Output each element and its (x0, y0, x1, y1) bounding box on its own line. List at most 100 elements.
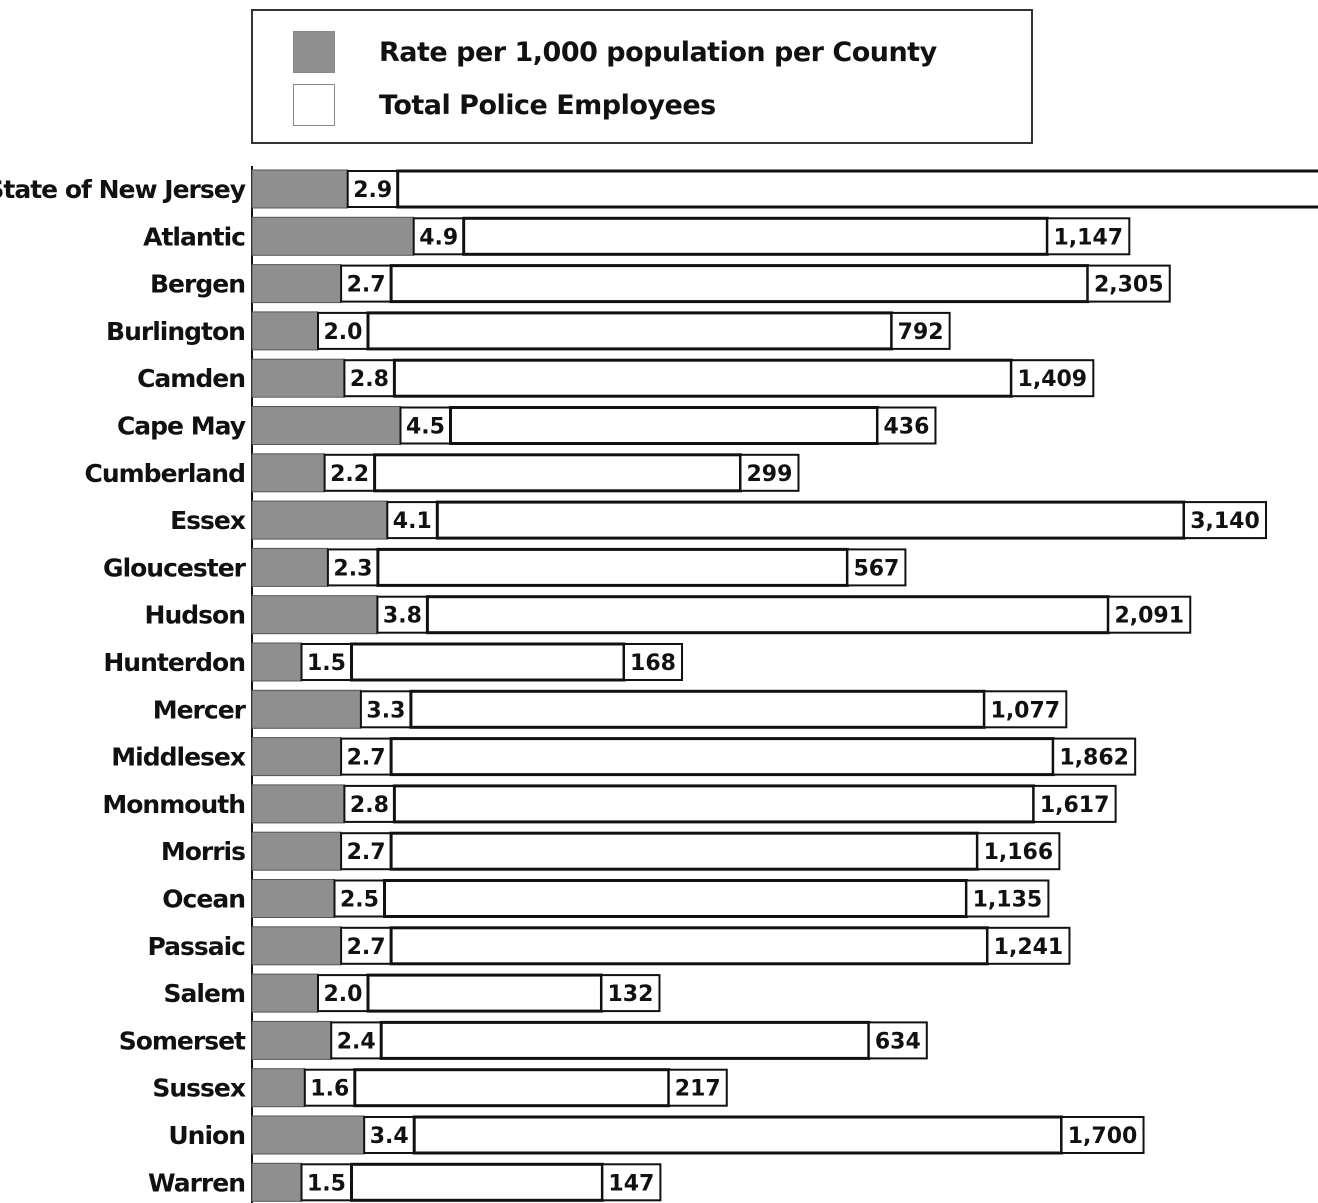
rate-label-box (330, 1021, 383, 1060)
category-label: Middlesex (111, 743, 246, 772)
rate-value-label: 3.4 (370, 1124, 409, 1149)
total-label-box (601, 1163, 662, 1202)
total-label-box (867, 1021, 928, 1060)
total-label-box (1183, 501, 1268, 540)
rate-label-box (333, 879, 386, 918)
total-label-box (890, 311, 951, 350)
rate-value-label: 1.5 (307, 1171, 346, 1196)
rate-value-label: 2.3 (333, 556, 372, 581)
category-label: Bergen (150, 270, 245, 299)
category-label: Atlantic (143, 222, 245, 251)
legend-label-rate: Rate per 1,000 population per County (379, 37, 937, 68)
total-bar (425, 595, 1110, 635)
total-value-label: 299 (747, 462, 793, 487)
category-label: Cape May (117, 412, 246, 441)
total-value-label: 1,241 (994, 935, 1064, 960)
total-value-label: 1,617 (1040, 793, 1110, 818)
total-label-box (1032, 784, 1117, 823)
rate-value-label: 2.7 (347, 746, 386, 771)
total-label-box (976, 832, 1061, 871)
total-bar (366, 311, 894, 351)
total-value-label: 1,135 (973, 888, 1043, 913)
category-label: Union (168, 1121, 245, 1150)
total-label-box (1052, 737, 1137, 776)
rate-value-label: 2.4 (337, 1029, 376, 1054)
total-bar (462, 216, 1049, 256)
rate-value-label: 3.8 (383, 604, 422, 629)
rate-value-label: 2.7 (347, 935, 386, 960)
rate-bar (251, 642, 302, 682)
total-value-label: 1,700 (1068, 1124, 1138, 1149)
rate-bar (251, 973, 319, 1013)
total-bar (409, 689, 986, 729)
total-value-label: 168 (630, 651, 676, 676)
category-label: Somerset (119, 1026, 246, 1055)
category-label: Essex (170, 506, 246, 535)
total-label-box (1086, 264, 1171, 303)
rate-bar (251, 547, 329, 587)
total-bar (449, 406, 879, 445)
total-value-label: 634 (875, 1029, 921, 1054)
rate-bar (251, 831, 342, 871)
rate-bar (251, 264, 342, 304)
total-value-label: 436 (883, 415, 929, 440)
rate-label-box (343, 359, 396, 398)
category-label: Hudson (145, 601, 245, 630)
category-label: Camden (137, 364, 245, 393)
rate-bar (251, 358, 345, 398)
rate-value-label: 3.3 (366, 698, 405, 723)
rate-label-box (412, 217, 465, 256)
rate-label-box (300, 643, 353, 681)
rate-label-box (346, 170, 399, 208)
legend-swatch-total (293, 84, 335, 126)
legend-item-total: Total Police Employees (293, 84, 993, 128)
rate-bar (251, 453, 326, 493)
category-label: Sussex (152, 1074, 246, 1103)
category-label: Monmouth (102, 790, 245, 819)
total-value-label: 1,862 (1059, 746, 1129, 771)
total-label-box (739, 453, 800, 492)
category-label: State of New Jersey (0, 175, 246, 204)
rate-value-label: 4.1 (393, 509, 432, 534)
rate-value-label: 1.6 (310, 1077, 349, 1102)
total-value-label: 792 (898, 320, 944, 345)
total-bar (392, 358, 1013, 398)
total-label-box (846, 548, 907, 587)
total-value-label: 1,409 (1018, 367, 1088, 392)
total-value-label: 2,091 (1114, 604, 1184, 629)
rate-value-label: 2.9 (353, 178, 392, 203)
rate-value-label: 1.5 (307, 651, 346, 676)
category-label: Mercer (153, 695, 247, 724)
category-label: Warren (148, 1168, 245, 1197)
rate-label-box (300, 1163, 353, 1202)
rate-label-box (376, 595, 429, 634)
total-bar (373, 453, 742, 493)
total-label-box (623, 643, 684, 681)
rate-value-label: 2.8 (350, 367, 389, 392)
rate-label-box (386, 501, 439, 540)
rate-value-label: 4.9 (419, 225, 458, 250)
legend-label-total: Total Police Employees (379, 90, 716, 121)
total-bar (376, 547, 849, 587)
rate-bar (251, 1162, 302, 1202)
rate-label-box (340, 926, 393, 965)
rate-label-box (359, 690, 412, 729)
total-label-box (1046, 217, 1131, 256)
total-label-box (986, 926, 1071, 965)
total-bar (350, 642, 626, 682)
rate-bar (251, 879, 335, 918)
total-bar (435, 500, 1186, 540)
rate-value-label: 2.0 (324, 320, 363, 345)
rate-bar (251, 311, 319, 351)
total-value-label: 1,147 (1054, 225, 1124, 250)
rate-bar (251, 216, 415, 256)
rate-value-label: 2.5 (340, 888, 379, 913)
rate-label-box (326, 548, 379, 587)
total-bar (350, 1162, 604, 1202)
category-label: Salem (164, 979, 245, 1008)
category-label: Gloucester (103, 553, 247, 582)
rate-value-label: 2.7 (347, 273, 386, 298)
total-value-label: 1,166 (984, 840, 1054, 865)
rate-bar (251, 169, 349, 209)
